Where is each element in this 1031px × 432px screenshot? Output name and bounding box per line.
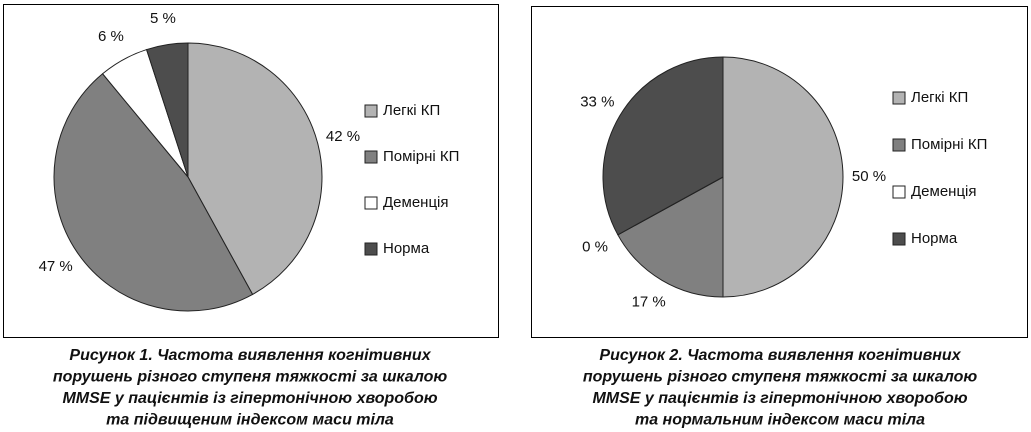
caption-line: Рисунок 1. Частота виявлення когнітивних bbox=[69, 347, 431, 364]
value-label: 6 % bbox=[98, 28, 124, 45]
value-label: 0 % bbox=[582, 238, 608, 255]
legend-label: Норма bbox=[911, 230, 958, 247]
legend-swatch bbox=[364, 150, 378, 164]
legend-label: Деменція bbox=[383, 194, 449, 211]
pie-slice bbox=[145, 42, 189, 178]
caption-line: порушень різного ступеня тяжкості за шка… bbox=[53, 369, 448, 386]
pie-slice bbox=[187, 42, 323, 296]
legend-label: Помірні КП bbox=[911, 136, 987, 153]
pie-slice bbox=[722, 56, 844, 298]
caption-line: та нормальним індексом маси тіла bbox=[635, 412, 925, 429]
legend-label: Помірні КП bbox=[383, 148, 459, 165]
legend-label: Деменція bbox=[911, 183, 977, 200]
caption-line: порушень різного ступеня тяжкості за шка… bbox=[583, 369, 978, 386]
value-label: 33 % bbox=[580, 94, 614, 111]
pie-slice bbox=[617, 176, 724, 298]
legend-label: Легкі КП bbox=[911, 89, 968, 106]
legend-swatch bbox=[364, 104, 378, 118]
legend-swatch bbox=[892, 138, 906, 152]
legend-swatch bbox=[364, 242, 378, 256]
caption-line: Рисунок 2. Частота виявлення когнітивних bbox=[599, 347, 961, 364]
pie-slice bbox=[53, 73, 254, 312]
legend-label: Легкі КП bbox=[383, 102, 440, 119]
legend-swatch bbox=[364, 196, 378, 210]
caption-line: MMSE у пацієнтів із гіпертонічною хвороб… bbox=[62, 390, 437, 407]
legend-swatch bbox=[892, 232, 906, 246]
value-label: 50 % bbox=[852, 168, 886, 185]
value-label: 42 % bbox=[326, 128, 360, 145]
legend-swatch bbox=[892, 185, 906, 199]
value-label: 47 % bbox=[39, 258, 73, 275]
caption-line: MMSE у пацієнтів із гіпертонічною хвороб… bbox=[592, 390, 967, 407]
legend-label: Норма bbox=[383, 240, 430, 257]
legend-swatch bbox=[892, 91, 906, 105]
pie-slice bbox=[602, 56, 724, 236]
value-label: 17 % bbox=[632, 294, 666, 311]
caption-line: та підвищеним індексом маси тіла bbox=[106, 412, 394, 429]
chart-frame bbox=[531, 6, 1028, 338]
chart-frame bbox=[3, 4, 499, 338]
value-label: 5 % bbox=[150, 10, 176, 27]
